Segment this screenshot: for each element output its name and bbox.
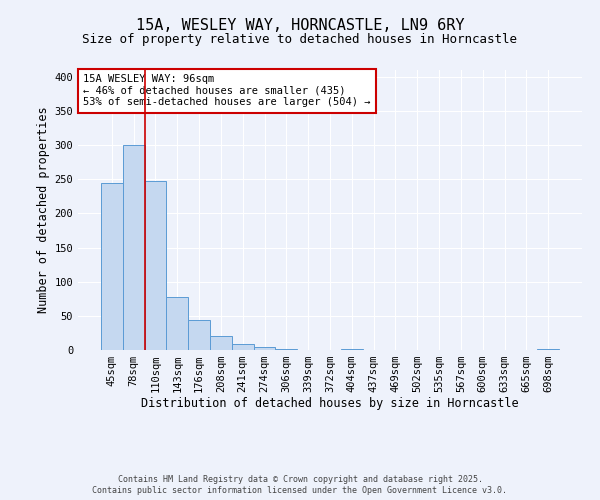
Bar — [210, 336, 232, 350]
Text: Contains public sector information licensed under the Open Government Licence v3: Contains public sector information licen… — [92, 486, 508, 495]
Text: Size of property relative to detached houses in Horncastle: Size of property relative to detached ho… — [83, 32, 517, 46]
Text: Contains HM Land Registry data © Crown copyright and database right 2025.: Contains HM Land Registry data © Crown c… — [118, 475, 482, 484]
Bar — [166, 298, 188, 350]
Bar — [101, 182, 123, 350]
Y-axis label: Number of detached properties: Number of detached properties — [37, 106, 50, 314]
Bar — [123, 145, 145, 350]
Bar — [232, 344, 254, 350]
Bar — [188, 320, 210, 350]
Text: 15A WESLEY WAY: 96sqm
← 46% of detached houses are smaller (435)
53% of semi-det: 15A WESLEY WAY: 96sqm ← 46% of detached … — [83, 74, 371, 108]
Bar — [537, 348, 559, 350]
Bar — [254, 346, 275, 350]
Text: 15A, WESLEY WAY, HORNCASTLE, LN9 6RY: 15A, WESLEY WAY, HORNCASTLE, LN9 6RY — [136, 18, 464, 32]
X-axis label: Distribution of detached houses by size in Horncastle: Distribution of detached houses by size … — [141, 396, 519, 409]
Bar — [145, 180, 166, 350]
